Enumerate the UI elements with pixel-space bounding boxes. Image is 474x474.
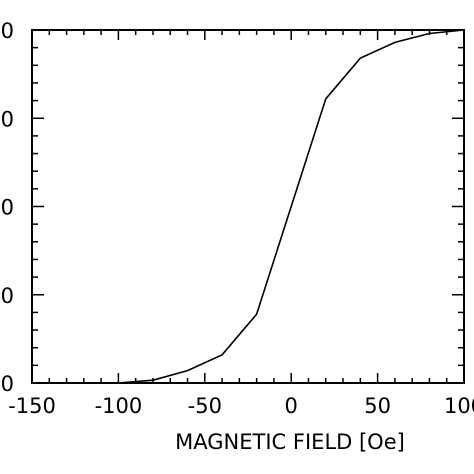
x-tick-label: 50 xyxy=(364,394,391,418)
series-line xyxy=(118,29,465,384)
y-tick-label: 0 xyxy=(1,372,14,396)
y-tick-label: 0 xyxy=(1,284,14,308)
x-tick-label: 0 xyxy=(285,394,298,418)
y-tick-label: 0 xyxy=(1,19,14,43)
x-tick-label: -50 xyxy=(188,394,222,418)
axis-ticks xyxy=(31,29,465,384)
plot-border xyxy=(31,29,465,384)
tick-labels: -150 -100 -50 0 50 100 0 0 0 0 0 xyxy=(1,19,474,418)
x-tick-label: 100 xyxy=(444,394,474,418)
x-tick-label: -150 xyxy=(8,394,56,418)
plot-frame xyxy=(31,29,465,384)
x-axis-label: MAGNETIC FIELD [Oe] xyxy=(175,430,405,454)
x-tick-label: -100 xyxy=(95,394,143,418)
y-tick-label: 0 xyxy=(1,196,14,220)
series-lines xyxy=(118,29,465,384)
y-tick-label: 0 xyxy=(1,107,14,131)
